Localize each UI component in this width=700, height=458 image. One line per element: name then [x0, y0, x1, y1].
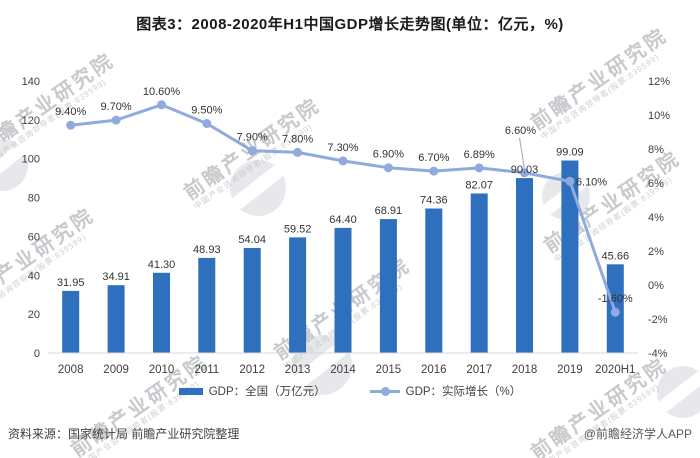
legend: GDP：全国（万亿元） GDP：实际增长（%）	[0, 383, 700, 399]
growth-label-2012: 7.90%	[237, 132, 268, 144]
growth-marker-2012	[247, 146, 257, 156]
growth-marker-2010	[157, 100, 166, 110]
x-axis-label-2020H1: 2020H1	[595, 364, 635, 376]
bar-label-2011: 48.93	[193, 244, 221, 256]
x-axis-label-2019: 2019	[557, 364, 583, 376]
right-axis-tick: 0%	[648, 280, 664, 292]
bar-label-2014: 64.40	[329, 214, 357, 226]
gdp-bar-2014	[334, 227, 352, 353]
growth-marker-2017	[474, 163, 484, 173]
growth-marker-2015	[383, 163, 393, 173]
legend-label-growth: GDP：实际增长（%）	[405, 386, 522, 398]
bar-label-2016: 74.36	[420, 195, 448, 207]
right-axis-tick: 12%	[648, 76, 670, 88]
bar-label-2017: 82.07	[465, 180, 493, 192]
growth-label-2014: 7.30%	[327, 142, 358, 154]
growth-label-2013: 7.80%	[282, 133, 313, 145]
gdp-bar-2016	[425, 208, 443, 353]
legend-item-growth: GDP：实际增长（%）	[369, 383, 522, 399]
gdp-bar-2008	[62, 290, 80, 353]
left-axis-tick: 80	[28, 193, 40, 205]
x-axis-label-2010: 2010	[149, 364, 175, 376]
growth-marker-2020H1	[610, 307, 620, 317]
watermark-logo-icon	[230, 160, 286, 216]
watermark-logo-icon	[0, 139, 28, 191]
left-axis-tick: 120	[22, 115, 40, 127]
x-axis-label-2008: 2008	[58, 364, 84, 376]
growth-label-2016: 6.70%	[418, 152, 449, 164]
gdp-bar-2012	[243, 248, 261, 353]
bar-label-2009: 34.91	[102, 271, 130, 283]
right-axis-tick: 6%	[648, 178, 664, 190]
x-axis-label-2011: 2011	[194, 364, 219, 376]
gdp-bar-2009	[107, 285, 125, 353]
gdp-bar-2011	[198, 257, 216, 353]
right-axis-tick: 4%	[648, 212, 664, 224]
right-axis-tick: -4%	[648, 348, 668, 360]
bar-label-2018: 90.03	[511, 164, 539, 176]
legend-line-marker-icon	[380, 386, 390, 396]
bar-label-2020H1: 45.66	[602, 250, 630, 262]
growth-marker-2014	[338, 156, 348, 166]
growth-label-2009: 9.70%	[100, 101, 131, 113]
left-axis-tick: 40	[28, 270, 40, 282]
left-axis-tick: 60	[28, 231, 40, 243]
x-axis-label-2009: 2009	[103, 364, 129, 376]
growth-label-2008: 9.40%	[55, 106, 86, 118]
growth-marker-2016	[429, 166, 439, 176]
growth-marker-2013	[293, 147, 303, 157]
left-axis-tick: 0	[34, 348, 40, 360]
bar-label-2013: 59.52	[284, 223, 312, 235]
watermark-logo-icon	[657, 366, 700, 418]
left-axis-tick: 140	[22, 76, 40, 88]
x-axis-label-2018: 2018	[512, 364, 538, 376]
growth-marker-2018	[520, 168, 529, 178]
left-axis-tick: 20	[28, 309, 40, 321]
growth-label-2017: 6.89%	[464, 149, 495, 161]
growth-marker-2011	[202, 119, 212, 128]
growth-label-2011: 9.50%	[191, 105, 222, 117]
x-axis-label-2016: 2016	[421, 364, 447, 376]
growth-label-2015: 6.90%	[373, 149, 404, 161]
legend-bar-swatch-icon	[178, 387, 203, 395]
bar-label-2010: 41.30	[148, 259, 176, 271]
x-axis-label-2014: 2014	[330, 364, 356, 376]
growth-label-2010: 10.60%	[143, 86, 181, 98]
callout-leader-line	[519, 137, 525, 169]
growth-label-2018: 6.60%	[505, 125, 536, 137]
x-axis-label-2013: 2013	[285, 364, 311, 376]
gdp-bar-2019	[561, 160, 579, 353]
gdp-bar-2018	[516, 178, 533, 353]
growth-marker-2008	[66, 120, 76, 130]
legend-label-gdp: GDP：全国（万亿元）	[208, 386, 326, 398]
x-axis-label-2012: 2012	[239, 364, 265, 376]
right-axis-tick: 10%	[648, 110, 670, 122]
right-axis-tick: 8%	[648, 144, 664, 156]
gdp-bar-2010	[153, 272, 170, 353]
x-axis-label-2015: 2015	[376, 364, 402, 376]
x-axis-label-2017: 2017	[466, 364, 492, 376]
growth-label-2020H1: -1.60%	[598, 293, 633, 305]
right-axis-tick: 2%	[648, 246, 664, 258]
bar-label-2019: 99.09	[556, 147, 584, 159]
chart-title: 图表3：2008-2020年H1中国GDP增长走势图(单位：亿元，%)	[136, 16, 564, 33]
gdp-bar-2013	[289, 237, 307, 353]
bar-label-2008: 31.95	[57, 277, 85, 289]
source-note: 资料来源：国家统计局 前瞻产业研究院整理	[8, 427, 240, 441]
legend-item-gdp: GDP：全国（万亿元）	[178, 383, 326, 399]
bar-label-2012: 54.04	[238, 234, 266, 246]
legend-line-swatch-icon	[369, 386, 400, 396]
left-axis-tick: 100	[22, 154, 40, 166]
growth-marker-2019	[565, 176, 575, 186]
bar-label-2015: 68.91	[375, 205, 403, 217]
gdp-bar-2017	[470, 193, 488, 353]
growth-marker-2009	[111, 115, 121, 125]
gdp-bar-2015	[379, 219, 397, 353]
right-axis-tick: -2%	[648, 314, 668, 326]
growth-label-2019: 6.10%	[576, 176, 607, 188]
credit-note: @前瞻经济学人APP	[583, 427, 692, 441]
